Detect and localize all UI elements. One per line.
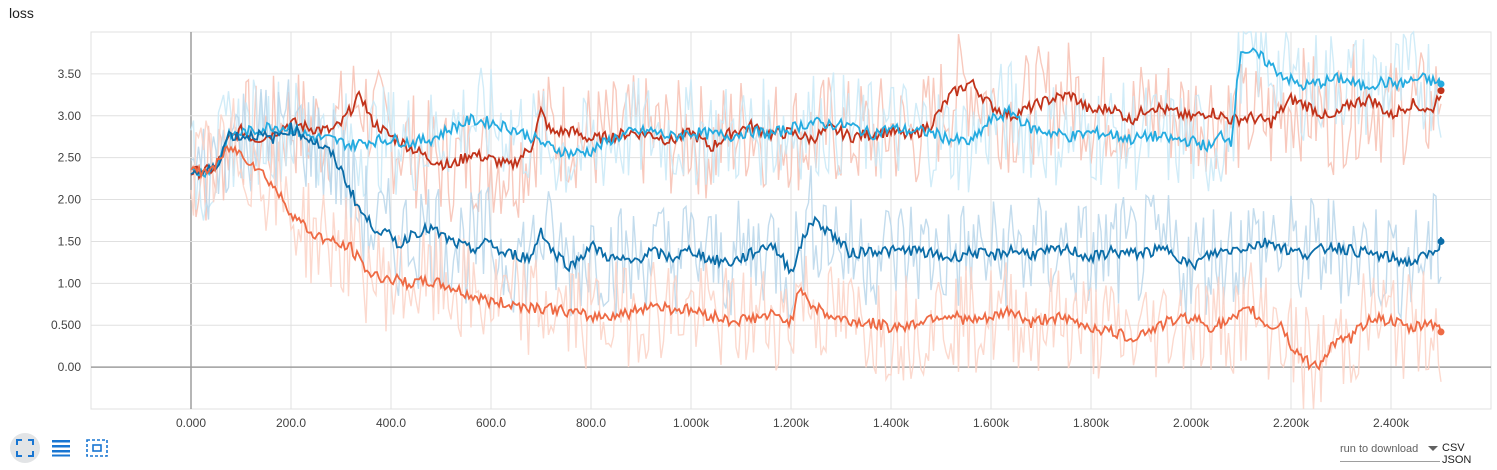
loss-chart: 0.000 200.0 400.0 600.0 800.0 1.000k 1.200k 1.4… — [51, 30, 1492, 430]
x-tick-label: 1.600k — [973, 416, 1010, 430]
x-tick-label: 2.200k — [1273, 416, 1310, 430]
raw-series-line — [190, 98, 1442, 410]
x-tick-label: 1.800k — [1073, 416, 1110, 430]
x-axis-ticks: 0.000 200.0 400.0 600.0 800.0 1.000k 1.200k 1.4… — [176, 416, 1410, 430]
chevron-down-icon — [1428, 446, 1438, 451]
x-tick-label: 800.0 — [576, 416, 606, 430]
download-links: CSV JSON — [1442, 442, 1497, 466]
json-link[interactable]: JSON — [1442, 454, 1472, 466]
series-end-point — [1437, 237, 1445, 245]
y-tick-label: 0.00 — [58, 360, 82, 374]
series-endpoints — [1437, 80, 1445, 336]
raw-series-group — [190, 30, 1442, 410]
series-end-point — [1437, 87, 1445, 95]
csv-link[interactable]: CSV — [1442, 442, 1465, 454]
series-line — [190, 122, 1442, 276]
y-tick-label: 1.50 — [58, 234, 82, 248]
y-tick-label: 3.00 — [58, 109, 82, 123]
toggle-log-scale-button[interactable] — [46, 433, 76, 463]
fullscreen-button[interactable] — [10, 433, 40, 463]
series-end-point — [1437, 80, 1445, 88]
run-download-label: run to download — [1340, 443, 1419, 455]
x-tick-label: 1.400k — [873, 416, 910, 430]
chart-title: loss — [9, 5, 34, 21]
y-tick-label: 2.00 — [58, 193, 82, 207]
series-line — [190, 144, 1442, 372]
x-tick-label: 600.0 — [476, 416, 506, 430]
x-tick-label: 0.000 — [176, 416, 206, 430]
fit-domain-button[interactable] — [82, 433, 112, 463]
x-tick-label: 200.0 — [276, 416, 306, 430]
x-tick-label: 1.200k — [773, 416, 810, 430]
x-tick-label: 2.400k — [1373, 416, 1410, 430]
fit-domain-icon — [86, 439, 108, 457]
x-tick-label: 1.000k — [673, 416, 710, 430]
smoothed-series-group — [190, 47, 1442, 372]
x-tick-label: 2.000k — [1173, 416, 1210, 430]
x-tick-label: 400.0 — [376, 416, 406, 430]
y-tick-label: 0.500 — [51, 318, 81, 332]
series-end-point — [1437, 328, 1445, 336]
y-tick-label: 3.50 — [58, 67, 82, 81]
series-line — [190, 47, 1442, 179]
chart-toolbar — [10, 432, 112, 464]
raw-series-line — [190, 79, 1442, 321]
run-download-select[interactable]: run to download — [1340, 443, 1440, 462]
y-tick-label: 1.00 — [58, 276, 82, 290]
list-icon — [52, 440, 70, 457]
fullscreen-icon — [16, 439, 34, 457]
y-tick-label: 2.50 — [58, 151, 82, 165]
y-axis-ticks: 0.00 0.500 1.00 1.50 2.00 2.50 3.00 3.50 — [51, 67, 81, 374]
